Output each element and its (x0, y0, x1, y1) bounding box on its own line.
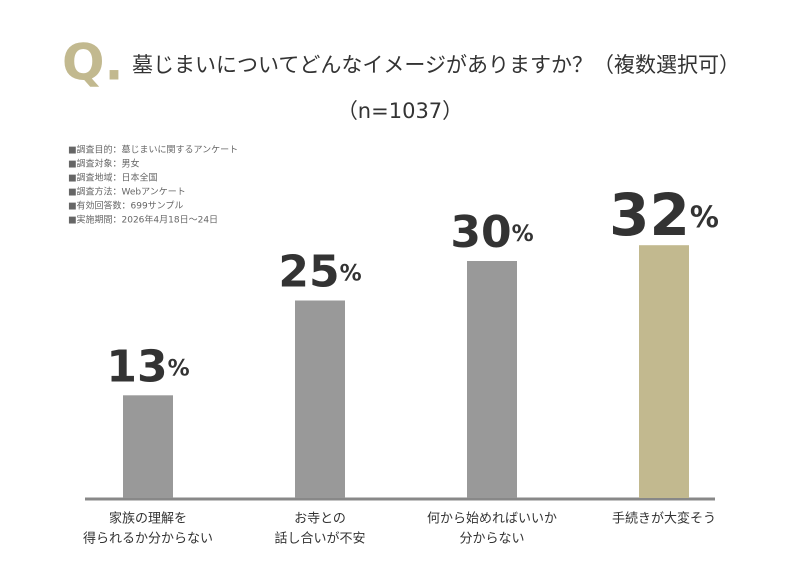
note: ■調査目的：墓じまいに関するアンケート (68, 144, 238, 156)
note: ■実施期間：2026年4月18日～24日 (68, 214, 218, 226)
chart-title: 墓じまいについてどんなイメージがありますか？（複数選択可） (132, 53, 740, 77)
x-tick-label: 分からない (459, 532, 524, 547)
bar (123, 395, 173, 498)
value-label: 30% (450, 207, 533, 258)
note: ■調査方法：Webアンケート (68, 186, 186, 198)
note: ■調査地域：日本全国 (68, 172, 158, 184)
value-label: 13% (106, 341, 189, 392)
value-label: 25% (278, 247, 361, 298)
chart-subtitle: （n=1037） (337, 99, 463, 123)
x-tick-label: お寺との (294, 512, 346, 527)
bar (639, 245, 689, 498)
bar (295, 300, 345, 498)
title-mark: Q. (62, 34, 124, 92)
x-tick-label: 得られるか分からない (83, 531, 213, 547)
value-label: 32% (609, 181, 719, 249)
note: ■有効回答数：699サンプル (68, 200, 183, 212)
x-tick-label: 家族の理解を (109, 511, 187, 527)
x-tick-label: 手続きが大変そう (612, 511, 716, 527)
survey-notes: ■調査目的：墓じまいに関するアンケート ■調査対象：男女 ■調査地域：日本全国 ■調査… (68, 144, 238, 226)
x-tick-label: 何から始めればいいか (427, 511, 557, 527)
note: ■調査対象：男女 (68, 158, 140, 170)
bar (467, 261, 517, 498)
x-tick-label: 話し合いが不安 (274, 531, 365, 547)
